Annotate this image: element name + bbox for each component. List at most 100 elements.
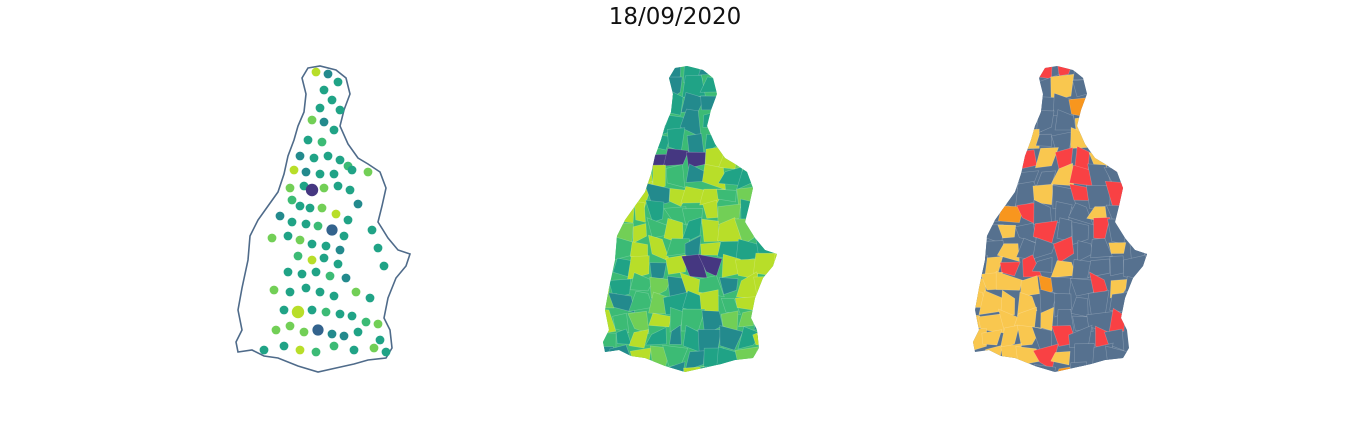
municipality-region [790,290,795,316]
municipality-region [1140,271,1147,292]
municipality-region [645,199,665,223]
municipality-point [321,241,331,251]
municipality-point [301,167,311,177]
choropleth-continuous-map [603,66,795,380]
municipality-point [315,103,325,113]
municipality-region [973,132,988,154]
municipality-region [1112,145,1131,174]
municipality-region [1144,203,1147,224]
municipality-region [609,79,630,101]
municipality-region [652,164,666,192]
municipality-point [311,67,321,77]
municipality-region [735,363,757,372]
municipality-region [789,74,795,95]
municipality-point [295,151,305,161]
municipality-region [629,152,652,167]
municipality-region [769,111,777,135]
municipality-point [363,167,373,177]
municipality-region [1089,271,1108,298]
municipality-region [1068,361,1089,372]
municipality-region [996,361,1025,372]
municipality-region [1015,75,1037,101]
municipality-region [715,66,740,83]
municipality-region [1123,76,1147,102]
municipality-region [1143,166,1147,187]
municipality-point [299,327,309,337]
municipality-region [756,76,777,99]
municipality-point [289,165,299,175]
municipality-region [999,167,1020,187]
municipality-region [719,277,739,295]
municipality-region [1106,66,1124,82]
municipality-point [305,203,315,213]
municipality-region [774,202,777,224]
municipality-point [285,287,295,297]
municipality-region [770,66,777,81]
municipality-region [610,365,637,372]
municipality-region [721,76,738,98]
municipality-region [753,216,777,244]
municipality-region [1158,218,1165,242]
municipality-point [323,69,333,79]
municipality-point [279,341,289,351]
municipality-region [627,310,650,335]
municipality-point [311,347,321,357]
municipality-region [738,309,755,328]
municipality-region [753,128,777,152]
municipality-region [791,333,795,353]
municipality-region [978,360,1003,372]
municipality-point [305,183,319,197]
municipality-point [353,199,363,209]
municipality-region [1125,276,1147,293]
municipality-region [698,66,726,76]
municipality-region [736,113,761,138]
municipality-region [683,366,707,372]
municipality-region [1090,66,1108,82]
municipality-region [1105,77,1132,100]
municipality-point [327,95,337,105]
municipality-region [754,180,777,205]
municipality-region [1163,113,1165,130]
municipality-region [772,289,777,317]
municipality-point [333,77,343,87]
municipality-region [1160,312,1165,333]
municipality-region [984,93,1006,114]
municipality-region [790,182,795,208]
municipality-point [297,269,307,279]
municipality-region [1109,292,1129,313]
municipality-region [772,271,777,296]
municipality-region [1014,128,1040,150]
municipality-point [335,245,345,255]
municipality-region [999,324,1020,352]
municipality-region [1109,255,1125,277]
municipality-point [275,211,285,221]
municipality-point [335,155,345,165]
municipality-point [335,105,345,115]
municipality-point [381,347,391,357]
municipality-region [973,200,987,227]
municipality-region [792,364,795,380]
municipality-region [610,112,636,136]
municipality-region [716,362,743,372]
municipality-region [770,344,777,364]
municipality-region [1127,133,1147,155]
municipality-region [1054,201,1073,224]
municipality-region [1002,148,1018,170]
municipality-point [303,135,313,145]
municipality-point [287,217,297,227]
municipality-region [1143,240,1147,263]
municipality-region [611,186,636,210]
municipality-region [758,290,777,314]
municipality-point [329,125,339,135]
municipality-region [603,126,617,151]
municipality-region [1109,278,1131,299]
municipality-region [700,241,721,256]
municipality-region [1142,221,1147,239]
municipality-region [1092,91,1113,112]
municipality-point [326,224,338,236]
municipality-region [1050,73,1075,101]
municipality-point [301,283,311,293]
municipality-region [1127,292,1147,317]
municipality-region [697,365,727,372]
municipality-region [1125,181,1147,209]
